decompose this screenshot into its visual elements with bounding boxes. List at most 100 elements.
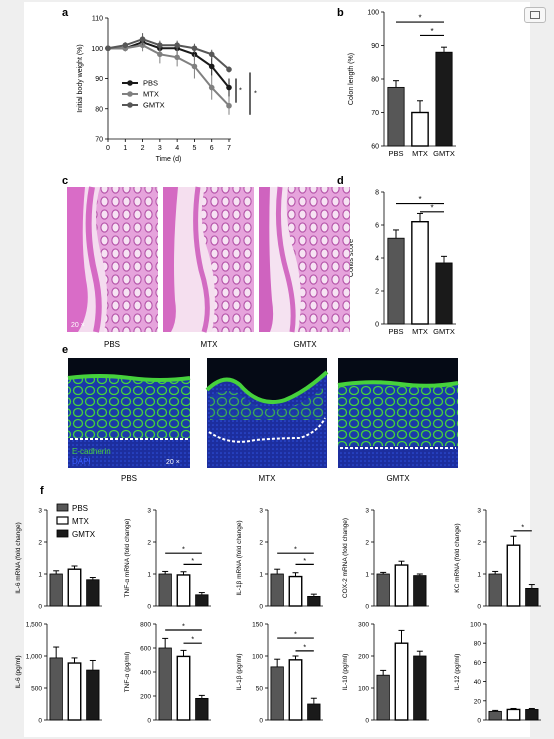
bar-pbs	[270, 666, 284, 721]
data-point-pbs	[208, 63, 215, 70]
data-point-gmtx	[191, 45, 198, 52]
data-point-mtx	[174, 54, 180, 61]
y-tick-label: 1,500	[26, 622, 43, 629]
bar-mtx	[394, 642, 409, 721]
chart-f-il-1β-mrna: 0 1 2 3 IL-1β mRNA (fold change) * *	[236, 508, 323, 611]
significance-star: *	[521, 522, 524, 531]
y-tick-label: 0	[365, 718, 369, 725]
chart-a-body-weight: 70 80 90 100 110 0 1 2 3 4 5 6 7 Time (d) Initial body…	[77, 16, 257, 164]
legend-label-pbs: PBS	[72, 504, 88, 513]
y-tick-label: 0	[259, 718, 263, 725]
y-tick-label: 100	[358, 686, 369, 693]
y-tick-label: 0	[147, 718, 151, 725]
significance-star: *	[191, 635, 194, 644]
x-tick-label: 3	[158, 145, 162, 152]
data-point-mtx	[191, 63, 198, 70]
bar-gmtx	[86, 669, 100, 721]
y-tick-label: 60	[474, 660, 482, 667]
y-axis-label: IL-1β mRNA (fold change)	[236, 520, 243, 595]
data-point-gmtx	[208, 51, 215, 58]
bar-pbs	[158, 573, 172, 607]
legend-marker-gmtx	[127, 102, 133, 108]
data-point-mtx	[208, 84, 215, 91]
x-axis-label: Time (d)	[156, 156, 182, 163]
y-axis-label: KC mRNA (fold change)	[454, 523, 461, 592]
bar-mtx	[288, 659, 303, 721]
bar-pbs	[387, 86, 405, 147]
y-tick-label: 8	[375, 190, 379, 197]
bar-mtx	[411, 111, 429, 147]
y-tick-label: 60	[371, 144, 379, 151]
significance-star: *	[303, 556, 306, 565]
bar-pbs	[488, 710, 502, 721]
series-line-gmtx	[107, 38, 230, 71]
panel-letter-d: d	[337, 175, 344, 187]
series-line-mtx	[108, 44, 230, 107]
y-axis-label: IL-6 (pg/ml)	[15, 655, 22, 688]
y-axis-label: COX-2 mRNA (fold change)	[342, 518, 349, 598]
bar-mtx	[506, 544, 521, 607]
y-tick-label: 100	[91, 46, 103, 53]
significance-star: *	[294, 630, 297, 639]
panel-letter-b: b	[337, 7, 344, 19]
y-tick-label: 1	[147, 572, 151, 579]
bar-mtx	[394, 564, 409, 607]
chart-f-tnf-α-mrna: 0 1 2 3 TNF-α mRNA (fold change) * *	[124, 508, 211, 611]
bar-pbs	[488, 573, 502, 607]
if-label-pbs: PBS	[121, 474, 137, 483]
panel-letter-e: e	[62, 344, 68, 356]
histology-he-mtx	[163, 186, 254, 333]
window-icon	[530, 11, 540, 19]
x-tick-label: 5	[192, 145, 196, 152]
bar-gmtx	[435, 51, 453, 147]
y-tick-label: 2	[147, 540, 151, 547]
bar-gmtx	[195, 594, 209, 607]
y-tick-label: 100	[470, 622, 481, 629]
significance-star: *	[182, 545, 185, 554]
y-tick-label: 1	[259, 572, 263, 579]
chart-f-cytokines: 0 1 2 3 IL-6 mRNA (fold change) 0 1 2 3 TNF-α mRN…	[15, 508, 541, 725]
chart-f-kc-mrna: 0 1 2 3 KC mRNA (fold change) *	[454, 508, 541, 611]
bar-mtx	[288, 575, 303, 607]
y-tick-label: 2	[38, 540, 42, 547]
legend-swatch-mtx	[56, 516, 69, 525]
y-tick-label: 2	[375, 289, 379, 296]
y-tick-label: 70	[371, 110, 379, 117]
y-tick-label: 1	[477, 572, 481, 579]
bar-pbs	[376, 573, 390, 607]
y-tick-label: 80	[474, 641, 482, 648]
y-axis-label: IL-10 (pg/ml)	[342, 654, 349, 691]
chart-f-il-10-protein: 0 100 200 300 IL-10 (pg/ml)	[342, 622, 429, 725]
bar-mtx	[176, 655, 191, 721]
y-tick-label: 0	[38, 604, 42, 611]
y-tick-label: 4	[375, 256, 379, 263]
bar-mtx	[67, 568, 82, 607]
expand-view-button[interactable]	[524, 7, 546, 23]
if-legend-ecadherin: E-cadherin	[72, 447, 111, 456]
significance-star: *	[418, 195, 421, 204]
bar-gmtx	[86, 579, 100, 607]
if-label-gmtx: GMTX	[386, 474, 410, 483]
data-point-gmtx	[122, 42, 129, 49]
bar-gmtx	[525, 588, 539, 607]
if-legend-dapi: DAPI	[72, 457, 91, 466]
y-axis-label: Colitis score	[348, 239, 355, 277]
y-tick-label: 80	[95, 106, 103, 113]
panel-f-legend: PBS MTX GMTX	[56, 503, 96, 539]
y-tick-label: 0	[259, 604, 263, 611]
legend-label-mtx: MTX	[72, 517, 90, 526]
y-tick-label: 1	[38, 572, 42, 579]
y-tick-label: 3	[259, 508, 263, 515]
bar-mtx	[411, 220, 429, 325]
significance-star: *	[254, 89, 257, 98]
panel-letter-a: a	[62, 7, 69, 19]
bar-gmtx	[413, 575, 427, 607]
if-image-pbs: E-cadherin DAPI 20 ×	[67, 358, 191, 468]
y-tick-label: 0	[147, 604, 151, 611]
chart-f-cox-2-mrna: 0 1 2 3 COX-2 mRNA (fold change)	[342, 508, 429, 611]
chart-d-colitis-score: 0 2 4 6 8 PBS MTX GMTX Colitis score * *	[348, 190, 456, 336]
x-tick-label-pbs: PBS	[388, 327, 403, 336]
if-label-mtx: MTX	[259, 474, 277, 483]
y-tick-label: 2	[259, 540, 263, 547]
chart-f-il-12-protein: 0 20 40 60 80 100 IL-12 (pg/ml)	[454, 622, 541, 725]
